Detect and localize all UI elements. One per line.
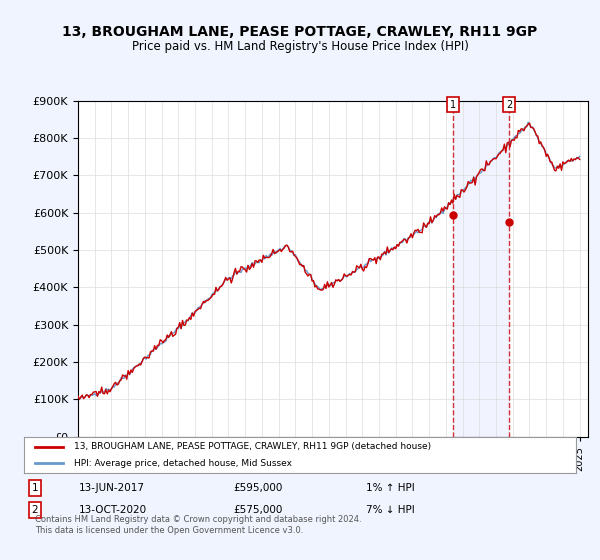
Text: 13, BROUGHAM LANE, PEASE POTTAGE, CRAWLEY, RH11 9GP: 13, BROUGHAM LANE, PEASE POTTAGE, CRAWLE…: [62, 25, 538, 39]
Text: 13-OCT-2020: 13-OCT-2020: [79, 505, 148, 515]
Text: 13-JUN-2017: 13-JUN-2017: [79, 483, 145, 493]
Text: 13, BROUGHAM LANE, PEASE POTTAGE, CRAWLEY, RH11 9GP (detached house): 13, BROUGHAM LANE, PEASE POTTAGE, CRAWLE…: [74, 442, 431, 451]
Text: £595,000: £595,000: [234, 483, 283, 493]
Text: HPI: Average price, detached house, Mid Sussex: HPI: Average price, detached house, Mid …: [74, 459, 292, 468]
Text: Price paid vs. HM Land Registry's House Price Index (HPI): Price paid vs. HM Land Registry's House …: [131, 40, 469, 53]
Text: 2: 2: [32, 505, 38, 515]
Text: 2: 2: [506, 100, 512, 110]
Text: 1: 1: [32, 483, 38, 493]
Text: £575,000: £575,000: [234, 505, 283, 515]
Text: 1: 1: [451, 100, 457, 110]
Text: Contains HM Land Registry data © Crown copyright and database right 2024.
This d: Contains HM Land Registry data © Crown c…: [35, 515, 362, 534]
Text: 7% ↓ HPI: 7% ↓ HPI: [366, 505, 415, 515]
Bar: [454, 101, 509, 437]
Text: 1% ↑ HPI: 1% ↑ HPI: [366, 483, 415, 493]
